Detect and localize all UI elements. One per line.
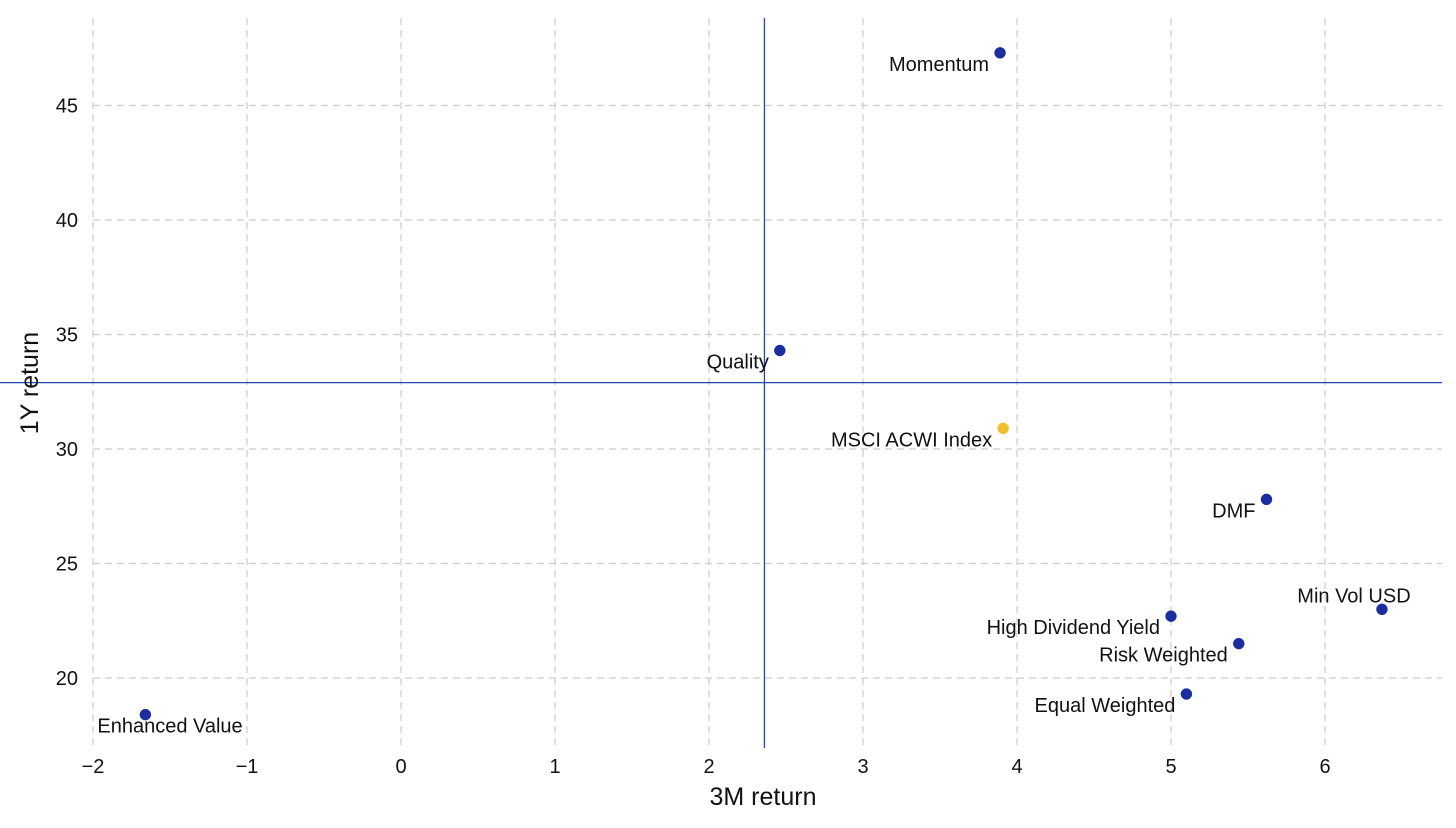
x-tick-label: 6 [1319, 756, 1330, 778]
point-label-high-dividend-yield: High Dividend Yield [987, 617, 1160, 639]
x-tick-label: −2 [82, 756, 105, 778]
point-labels: Momentum Quality MSCI ACWI Index DMF Min Vol… [97, 54, 1410, 738]
point-quality [774, 344, 786, 357]
data-points [139, 47, 1388, 721]
x-tick-label: −1 [236, 756, 259, 778]
point-label-momentum: Momentum [889, 54, 989, 76]
y-tick-label: 30 [56, 439, 78, 461]
point-risk-weighted [1233, 637, 1245, 650]
x-axis-title: 3M return [710, 783, 817, 811]
point-label-min-vol-usd: Min Vol USD [1297, 585, 1410, 607]
point-dmf [1260, 493, 1273, 506]
x-tick-label: 1 [549, 756, 560, 778]
point-label-equal-weighted: Equal Weighted [1035, 695, 1176, 717]
point-label-msci-acwi-index: MSCI ACWI Index [831, 429, 992, 451]
y-tick-label: 20 [56, 668, 78, 690]
y-tick-label: 40 [56, 210, 78, 232]
y-axis-title: 1Y return [16, 332, 44, 434]
point-msci-acwi-index [997, 422, 1009, 435]
point-label-dmf: DMF [1212, 500, 1255, 522]
x-tick-label: 3 [857, 756, 868, 778]
point-label-enhanced-value: Enhanced Value [97, 716, 242, 738]
x-tick-label: 2 [703, 756, 714, 778]
point-label-quality: Quality [707, 352, 769, 374]
y-tick-label: 25 [56, 554, 78, 576]
point-label-risk-weighted: Risk Weighted [1099, 645, 1228, 667]
point-high-dividend-yield [1165, 610, 1177, 622]
x-tick-label: 5 [1165, 756, 1176, 778]
y-tick-label: 45 [56, 96, 78, 118]
point-min-vol-usd [1376, 603, 1388, 616]
point-enhanced-value [139, 708, 152, 721]
x-tick-label: 0 [395, 756, 406, 778]
point-equal-weighted [1180, 688, 1193, 700]
x-tick-label: 4 [1011, 756, 1022, 778]
y-tick-label: 35 [56, 325, 78, 347]
reference-lines [0, 18, 1442, 748]
point-momentum [994, 47, 1006, 59]
